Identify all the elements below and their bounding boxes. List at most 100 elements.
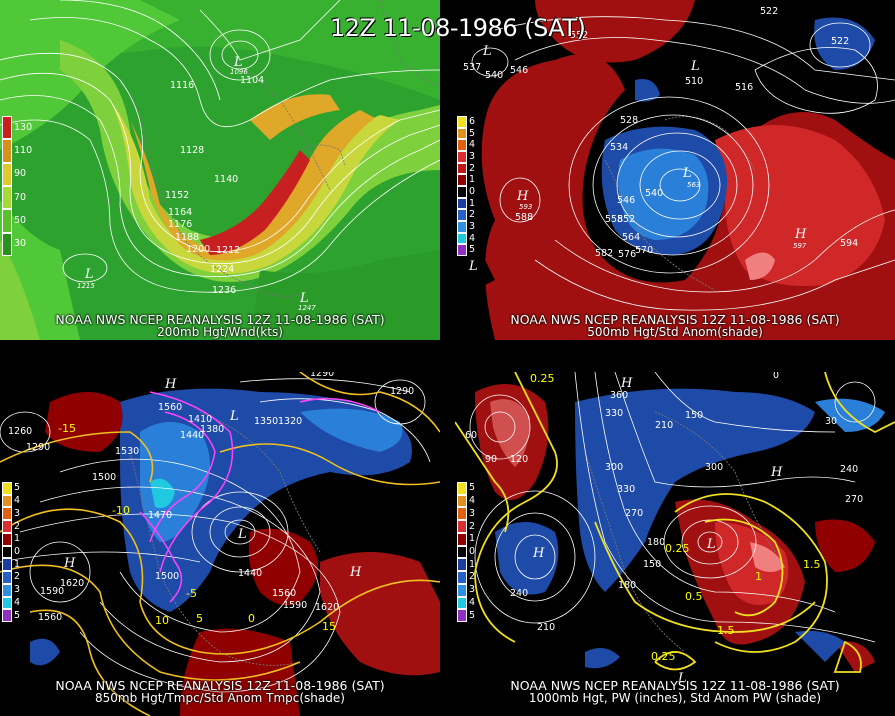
- legend-label: 5: [469, 482, 476, 494]
- legend-label: 4: [14, 495, 21, 507]
- legend-swatch: [457, 596, 467, 610]
- pw-label: 0.25: [651, 650, 676, 663]
- legend-swatch: [457, 151, 467, 163]
- low-marker: L: [84, 267, 94, 282]
- contour-label: 300: [705, 462, 723, 473]
- map-200mb: 1116 1104 1128 1140 1152 1164 1176 1188 …: [0, 0, 440, 340]
- contour-label: 570: [635, 245, 653, 256]
- contour-label: 1500: [92, 472, 116, 483]
- high-marker: H: [63, 556, 76, 571]
- legend-swatch: [2, 186, 12, 210]
- map-1000mb: 360 330 300 330 270 240 210 180 150 120 …: [455, 372, 895, 716]
- high-marker: H: [794, 227, 807, 242]
- contour-label: 516: [735, 82, 753, 93]
- legend-label: 2: [14, 520, 21, 532]
- caption-line1: NOAA NWS NCEP REANALYSIS 12Z 11-08-1986 …: [510, 678, 840, 693]
- pw-label: 0.5: [685, 590, 703, 603]
- contour-label: 1104: [240, 75, 264, 86]
- contour-label: 540: [645, 188, 663, 199]
- high-marker: H: [349, 565, 362, 580]
- legend-swatch: [457, 583, 467, 597]
- panel-500mb: 522 537 540 546 552 510 516 528 534 540 …: [455, 0, 895, 340]
- contour-label: 1590: [40, 586, 64, 597]
- contour-label: 1500: [155, 571, 179, 582]
- panel-200mb: 1116 1104 1128 1140 1152 1164 1176 1188 …: [0, 0, 440, 340]
- pw-label: 1.5: [803, 558, 821, 571]
- contour-label: 1440: [180, 430, 204, 441]
- contour-label: 1260: [8, 426, 32, 437]
- contour-label: 1116: [170, 80, 194, 91]
- legend-swatch: [2, 209, 12, 233]
- caption-850mb: NOAA NWS NCEP REANALYSIS 12Z 11-08-1986 …: [0, 679, 440, 705]
- caption-line1: NOAA NWS NCEP REANALYSIS 12Z 11-08-1986 …: [55, 312, 385, 327]
- contour-label: 552: [617, 214, 635, 225]
- legend-label: 110: [14, 145, 33, 156]
- contour-label: 240: [840, 464, 858, 475]
- legend-swatch: [457, 174, 467, 186]
- contour-label: 1290: [26, 442, 50, 453]
- legend-label: 2: [14, 571, 21, 583]
- legend-label: 4: [469, 232, 476, 244]
- legend-label: 4: [469, 495, 476, 507]
- legend-swatch: [2, 520, 12, 533]
- contour-label: 537: [463, 62, 481, 73]
- contour-label: 1560: [158, 402, 182, 413]
- legend-label: 4: [469, 139, 476, 151]
- legend-label: 90: [14, 168, 27, 180]
- legend-label: 1: [14, 533, 21, 545]
- caption-line2: 500mb Hgt/Std Anom(shade): [587, 325, 763, 339]
- legend-swatch: [457, 532, 467, 546]
- legend-label: 6: [469, 115, 476, 127]
- contour-label: 1380: [200, 424, 224, 435]
- contour-label: 552: [570, 30, 588, 41]
- low-marker: L: [468, 259, 478, 274]
- legend-label: 5: [14, 482, 21, 494]
- legend-swatch: [2, 482, 12, 495]
- contour-label: 576: [618, 249, 636, 260]
- legend-label: 5: [469, 127, 476, 139]
- legend-label: 3: [14, 507, 21, 519]
- legend-swatch: [2, 116, 12, 140]
- contour-label: 1560: [38, 612, 62, 623]
- legend-swatch: [457, 244, 467, 256]
- contour-label: 534: [610, 142, 628, 153]
- low-marker: L: [299, 291, 309, 306]
- map-500mb: 522 537 540 546 552 510 516 528 534 540 …: [455, 0, 895, 340]
- temp-label: -15: [58, 422, 76, 435]
- contour-label: 330: [605, 408, 623, 419]
- legend-swatch: [2, 162, 12, 186]
- contour-label: 1224: [210, 264, 234, 275]
- legend-swatch: [457, 482, 467, 495]
- contour-label: 1140: [214, 174, 238, 185]
- pw-label: 1: [755, 570, 762, 583]
- legend-swatch: [457, 545, 467, 559]
- contour-label: 558: [605, 214, 623, 225]
- contour-label: 1200: [186, 244, 210, 255]
- pw-label: 0.25: [665, 542, 690, 555]
- contour-label: 300: [605, 462, 623, 473]
- contour-label: 594: [840, 238, 858, 249]
- panel-1000mb: 360 330 300 330 270 240 210 180 150 120 …: [455, 372, 895, 716]
- contour-label: 330: [617, 484, 635, 495]
- legend-swatch: [2, 558, 12, 572]
- contour-label: 1176: [168, 219, 192, 230]
- legend-swatch: [2, 139, 12, 163]
- legend-swatch: [457, 232, 467, 245]
- contour-label: 1440: [238, 568, 262, 579]
- legend-swatch: [457, 162, 467, 175]
- pw-label: 1.5: [717, 624, 735, 637]
- contour-label: 510: [685, 76, 703, 87]
- temp-label: 10: [155, 614, 169, 627]
- legend-label: 4: [469, 596, 476, 608]
- pw-label: 0.25: [530, 372, 555, 385]
- low-marker: L: [229, 409, 239, 424]
- high-marker: H: [516, 189, 529, 204]
- low-marker: L: [690, 59, 700, 74]
- contour-label: 1620: [60, 578, 84, 589]
- legend-swatch: [2, 596, 12, 610]
- legend-label: 2: [469, 209, 476, 221]
- contour-label: 1620: [315, 602, 339, 613]
- legend-label: 3: [469, 220, 476, 232]
- legend-swatch: [457, 186, 467, 198]
